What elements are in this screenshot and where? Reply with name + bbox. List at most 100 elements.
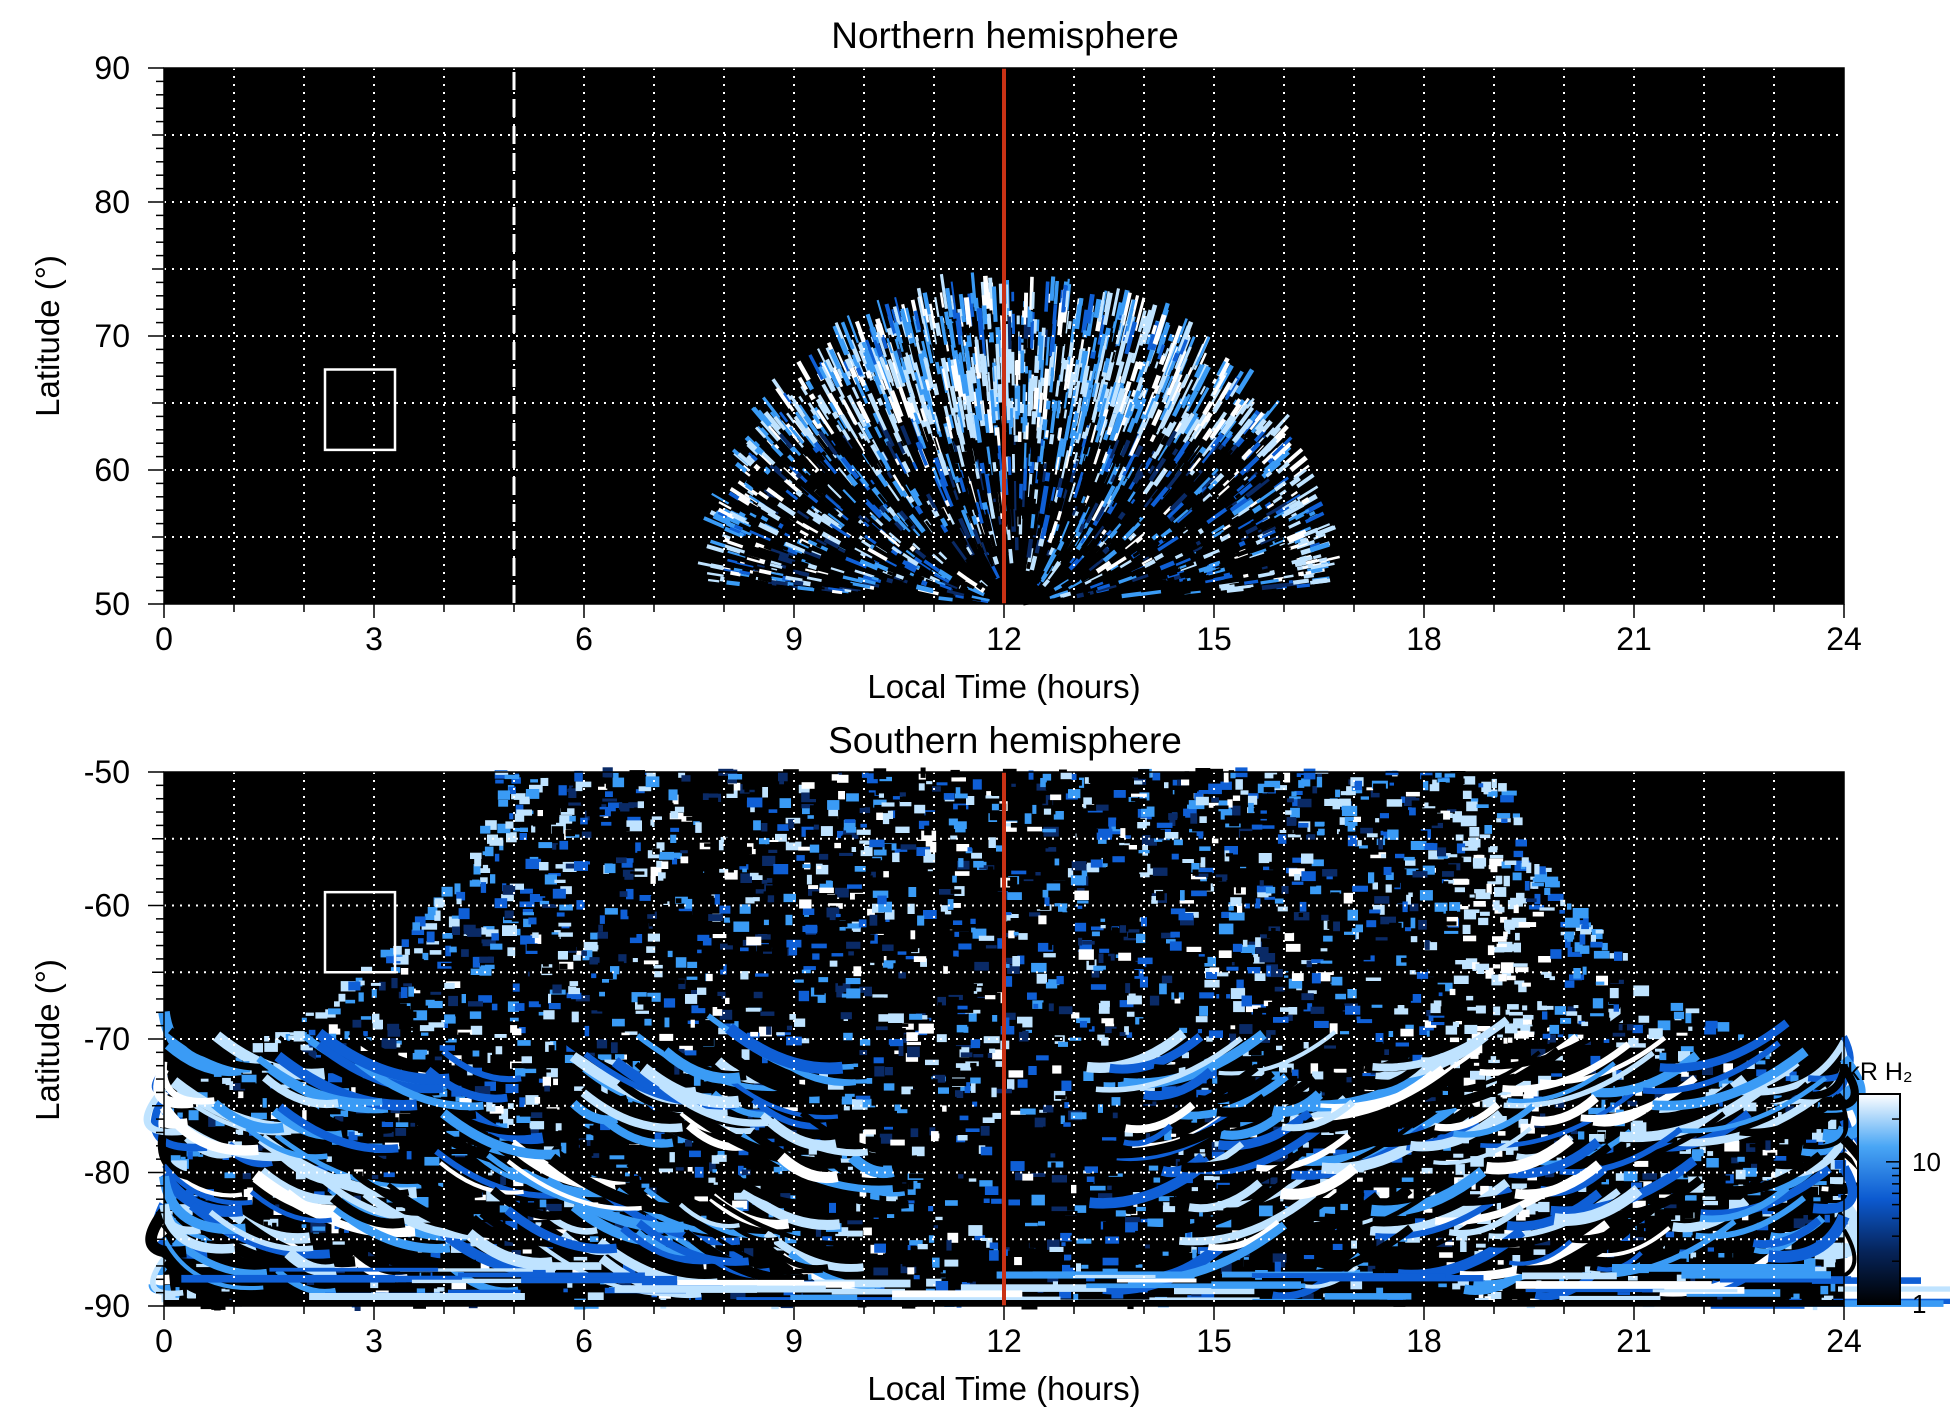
emission-streak (1119, 289, 1130, 317)
emission-streak (955, 527, 968, 546)
emission-speckle (1030, 1204, 1043, 1212)
emission-speckle (1045, 847, 1057, 852)
emission-speckle (633, 1177, 641, 1187)
emission-speckle (551, 955, 560, 960)
emission-speckle (1762, 1149, 1778, 1156)
emission-streak (1118, 574, 1137, 584)
emission-speckle (1310, 1063, 1319, 1074)
emission-streak (939, 273, 948, 310)
emission-streak (1151, 408, 1163, 427)
emission-streak (1236, 441, 1245, 452)
emission-streak (1112, 321, 1117, 329)
emission-streak (1286, 529, 1307, 541)
emission-streak (1061, 284, 1067, 313)
emission-streak (1238, 399, 1246, 407)
emission-speckle (1027, 826, 1042, 832)
emission-streak (1056, 510, 1063, 521)
emission-streak (1037, 416, 1045, 444)
emission-streak (777, 522, 784, 529)
emission-streak (992, 435, 999, 454)
emission-speckle (1608, 1247, 1616, 1254)
emission-speckle (1144, 868, 1159, 875)
emission-streak (989, 584, 1011, 602)
emission-streak (1102, 453, 1118, 483)
emission-streak (1158, 354, 1167, 366)
emission-speckle (887, 1214, 895, 1218)
emission-streak (759, 526, 773, 536)
emission-streak (879, 529, 901, 548)
emission-streak (1108, 412, 1123, 442)
emission-speckle (1101, 1018, 1115, 1027)
emission-speckle (1229, 815, 1240, 827)
emission-streak (886, 471, 893, 479)
emission-streak (798, 395, 804, 403)
emission-speckle (645, 1157, 661, 1163)
emission-streak (778, 411, 789, 423)
emission-streak (709, 539, 726, 548)
emission-speckle (617, 1279, 631, 1290)
emission-speckle (752, 850, 757, 859)
emission-streak (837, 547, 846, 554)
emission-streak (760, 499, 779, 513)
emission-speckle (1010, 810, 1022, 819)
emission-speckle (993, 827, 1008, 836)
emission-streak (969, 412, 977, 439)
emission-streak (1206, 570, 1214, 575)
emission-speckle (630, 871, 645, 875)
emission-speckle (1398, 810, 1410, 821)
emission-streak (1102, 546, 1110, 555)
emission-streak (1181, 493, 1201, 512)
emission-speckle (552, 843, 558, 850)
emission-streak (765, 556, 785, 565)
emission-streak (1082, 464, 1090, 479)
emission-speckle (1166, 939, 1176, 944)
emission-speckle (1039, 1123, 1045, 1134)
emission-streak (1301, 497, 1310, 506)
emission-streak (1071, 462, 1077, 473)
emission-streak (1031, 291, 1035, 309)
emission-speckle (827, 800, 840, 810)
emission-speckle (1263, 866, 1274, 871)
emission-streak (872, 411, 882, 424)
emission-speckle (494, 1034, 507, 1038)
emission-speckle (1397, 904, 1408, 910)
emission-streak (998, 479, 1002, 491)
emission-speckle (188, 1110, 199, 1121)
emission-speckle (575, 877, 591, 883)
emission-speckle (1443, 1150, 1453, 1160)
emission-speckle (1061, 1141, 1072, 1152)
emission-streak (784, 541, 806, 553)
emission-speckle (1079, 995, 1093, 1004)
emission-streak (894, 521, 904, 532)
emission-speckle (1823, 1257, 1836, 1268)
emission-speckle (1025, 1222, 1038, 1227)
emission-speckle (1042, 795, 1054, 806)
emission-streak (960, 509, 975, 538)
emission-streak (797, 376, 809, 391)
emission-speckle (775, 979, 788, 991)
emission-streak (1095, 560, 1112, 574)
emission-speckle (849, 1273, 865, 1284)
emission-streak (1128, 418, 1143, 447)
emission-streak (798, 504, 804, 510)
emission-speckle (1508, 1037, 1513, 1043)
emission-speckle (1317, 972, 1334, 982)
emission-speckle (1240, 790, 1249, 795)
emission-streak (1086, 458, 1101, 489)
emission-streak (1006, 471, 1012, 499)
emission-speckle (1111, 892, 1117, 900)
emission-streak (712, 513, 731, 526)
emission-streak (830, 565, 848, 573)
emission-streak (965, 557, 982, 577)
emission-speckle (1600, 1012, 1610, 1024)
emission-speckle (867, 978, 873, 989)
emission-streak (971, 515, 978, 525)
emission-streak (1038, 335, 1044, 361)
emission-streak (1152, 314, 1167, 345)
emission-speckle (1273, 1017, 1289, 1023)
emission-speckle (1321, 914, 1329, 921)
emission-speckle (968, 1011, 977, 1022)
emission-speckle (1495, 875, 1503, 884)
emission-streak (1245, 482, 1263, 498)
emission-streak (1181, 393, 1191, 409)
